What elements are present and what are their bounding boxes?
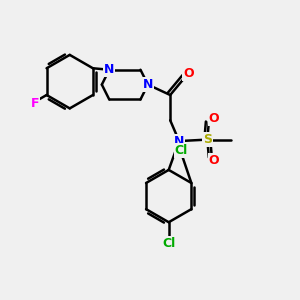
Text: N: N xyxy=(104,63,115,76)
Text: O: O xyxy=(183,67,194,80)
Text: N: N xyxy=(143,78,153,91)
Text: O: O xyxy=(209,112,220,125)
Text: S: S xyxy=(203,133,212,146)
Text: N: N xyxy=(174,135,184,148)
Text: Cl: Cl xyxy=(162,236,175,250)
Text: F: F xyxy=(31,97,39,110)
Text: Cl: Cl xyxy=(175,144,188,157)
Text: O: O xyxy=(209,154,220,167)
